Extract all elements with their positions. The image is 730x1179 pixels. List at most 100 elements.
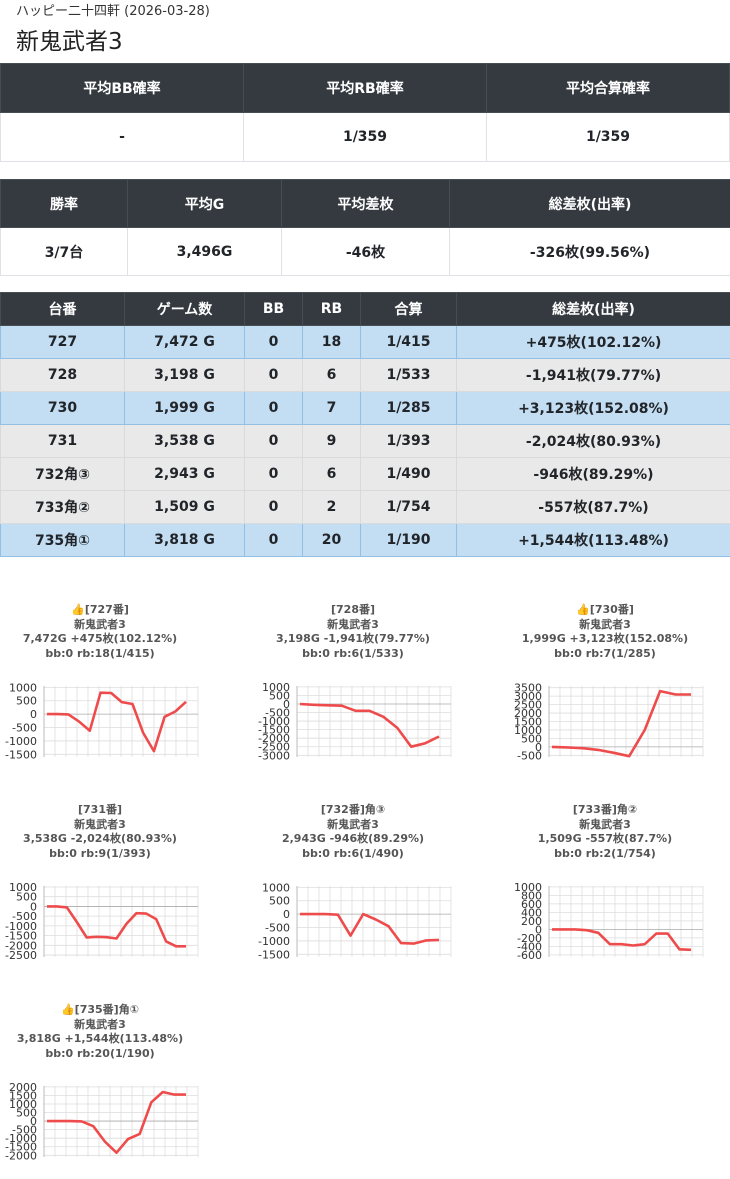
total-prob-cell: 1/754 bbox=[360, 490, 457, 524]
graph-title-line: 2,943G -946枚(89.29%) bbox=[281, 832, 425, 845]
graph-title-line: [731番] bbox=[77, 803, 123, 816]
col-bb[interactable]: BB bbox=[244, 292, 303, 326]
diff-series-line bbox=[47, 905, 186, 948]
graph-title-line: [732番]角③ bbox=[320, 803, 386, 816]
y-tick-label: 2500 bbox=[514, 699, 542, 712]
bb-count-cell: 0 bbox=[244, 325, 303, 359]
graph-title-line: [728番] bbox=[330, 603, 376, 616]
y-tick-label: -1500 bbox=[5, 748, 37, 761]
y-tick-label: 1500 bbox=[514, 716, 542, 729]
avg-total-value: 1/359 bbox=[486, 112, 730, 162]
games-cell: 1,999 G bbox=[124, 391, 245, 425]
y-tick-label: -1500 bbox=[5, 930, 37, 943]
y-tick-label: 1500 bbox=[9, 1089, 37, 1102]
col-total[interactable]: 合算 bbox=[360, 292, 457, 326]
graph-title-line: 新鬼武者3 bbox=[327, 817, 379, 831]
store-name: ハッピー二十四軒 (2026-03-28) bbox=[16, 4, 210, 19]
machine-no-cell[interactable]: 731 bbox=[0, 424, 125, 458]
machine-no-cell[interactable]: 732角③ bbox=[0, 457, 125, 491]
win-rate-value: 3/7台 bbox=[0, 227, 128, 276]
y-tick-label: -500 bbox=[265, 707, 290, 720]
avg-diff-value: -46枚 bbox=[281, 227, 450, 276]
diff-series-line bbox=[47, 1090, 186, 1154]
machine-no-cell[interactable]: 728 bbox=[0, 358, 125, 392]
graph-title-line: [733番]角② bbox=[572, 803, 638, 816]
y-tick-label: 0 bbox=[30, 900, 37, 913]
y-tick-label: -2000 bbox=[5, 1149, 37, 1162]
graph-title-line: 新鬼武者3 bbox=[74, 617, 126, 631]
diff-series-line bbox=[552, 928, 692, 952]
y-tick-label: 200 bbox=[521, 915, 542, 928]
y-tick-label: -2000 bbox=[258, 732, 290, 745]
avg-rb-value: 1/359 bbox=[243, 112, 487, 162]
rb-count-cell: 6 bbox=[302, 457, 361, 491]
col-games[interactable]: ゲーム数 bbox=[124, 292, 245, 326]
graph-card[interactable]: [732番]角③ 新鬼武者3 2,943G -946枚(89.29%) bb:0 rb… bbox=[253, 779, 453, 979]
avg-bb-value: - bbox=[0, 112, 244, 162]
machine-no-cell[interactable]: 733角② bbox=[0, 490, 125, 524]
header-avg-games: 平均G bbox=[127, 179, 282, 228]
y-tick-label: -1000 bbox=[5, 735, 37, 748]
col-machine-no[interactable]: 台番 bbox=[0, 292, 125, 326]
y-tick-label: 0 bbox=[535, 741, 542, 754]
probability-summary-table: 平均BB確率 平均RB確率 平均合算確率 - 1/359 1/359 bbox=[0, 63, 730, 162]
total-diff-cell: -2,024枚(80.93%) bbox=[456, 424, 730, 458]
graph-card[interactable]: 👍[730番] 新鬼武者3 1,999G +3,123枚(152.08%) bb:0 … bbox=[505, 579, 705, 779]
rb-count-cell: 2 bbox=[302, 490, 361, 524]
diff-series-line bbox=[47, 691, 187, 753]
graph-title-line: bb:0 rb:18(1/415) bbox=[45, 646, 155, 660]
y-tick-label: -2000 bbox=[5, 939, 37, 952]
y-tick-label: 3500 bbox=[514, 682, 542, 695]
games-cell: 1,509 G bbox=[124, 490, 245, 524]
machine-no-cell[interactable]: 730 bbox=[0, 391, 125, 425]
y-tick-label: 0 bbox=[535, 923, 542, 936]
y-tick-label: -500 bbox=[517, 749, 542, 762]
games-cell: 3,818 G bbox=[124, 523, 245, 557]
y-tick-label: -500 bbox=[12, 910, 37, 923]
graph-card[interactable]: [731番] 新鬼武者3 3,538G -2,024枚(80.93%) bb:0 rb… bbox=[0, 779, 200, 979]
graph-title-line: 新鬼武者3 bbox=[579, 817, 631, 831]
y-tick-label: 0 bbox=[283, 908, 290, 921]
y-tick-label: 500 bbox=[16, 891, 37, 904]
y-tick-label: -2500 bbox=[258, 741, 290, 754]
graph-title-line: 3,818G +1,544枚(113.48%) bbox=[16, 1032, 184, 1045]
y-tick-label: 1000 bbox=[514, 724, 542, 737]
bb-count-cell: 0 bbox=[244, 457, 303, 491]
graph-card[interactable]: [733番]角② 新鬼武者3 1,509G -557枚(87.7%) bb:0 rb:… bbox=[505, 779, 705, 979]
y-tick-label: -1000 bbox=[5, 1132, 37, 1145]
rb-count-cell: 9 bbox=[302, 424, 361, 458]
graph-title-line: 7,472G +475枚(102.12%) bbox=[22, 632, 178, 645]
bb-count-cell: 0 bbox=[244, 523, 303, 557]
graph-card[interactable]: [728番] 新鬼武者3 3,198G -1,941枚(79.77%) bb:0 rb… bbox=[253, 579, 453, 779]
col-rb[interactable]: RB bbox=[302, 292, 361, 326]
total-diff-cell: -557枚(87.7%) bbox=[456, 490, 730, 524]
graph-title-line: bb:0 rb:6(1/490) bbox=[302, 846, 404, 860]
total-diff-cell: +3,123枚(152.08%) bbox=[456, 391, 730, 425]
graph-title-line: bb:0 rb:7(1/285) bbox=[554, 646, 656, 660]
y-tick-label: 2000 bbox=[514, 707, 542, 720]
y-tick-label: -500 bbox=[12, 1124, 37, 1137]
diff-series-line bbox=[551, 689, 691, 758]
graph-card[interactable]: 👍[727番] 新鬼武者3 7,472G +475枚(102.12%) bb:0 rb… bbox=[0, 579, 200, 779]
y-tick-label: 1000 bbox=[9, 681, 37, 694]
y-tick-label: -500 bbox=[265, 922, 290, 935]
graph-title-line: 1,999G +3,123枚(152.08%) bbox=[521, 632, 689, 645]
graph-card[interactable]: 👍[735番]角① 新鬼武者3 3,818G +1,544枚(113.48%) bb:… bbox=[0, 979, 200, 1179]
machine-no-cell[interactable]: 727 bbox=[0, 325, 125, 359]
col-diff[interactable]: 総差枚(出率) bbox=[456, 292, 730, 326]
graph-title: [733番]角② 新鬼武者3 1,509G -557枚(87.7%) bb:0 rb:… bbox=[505, 803, 705, 861]
graph-title: 👍[730番] 新鬼武者3 1,999G +3,123枚(152.08%) bb:0 … bbox=[505, 603, 705, 661]
y-tick-label: -1500 bbox=[258, 948, 290, 961]
total-diff-cell: -1,941枚(79.77%) bbox=[456, 358, 730, 392]
total-diff-cell: +475枚(102.12%) bbox=[456, 325, 730, 359]
y-tick-label: 1000 bbox=[262, 681, 290, 694]
y-tick-label: -1000 bbox=[258, 715, 290, 728]
table-row: 733角② 1,509 G 0 2 1/754 -557枚(87.7%) bbox=[0, 490, 730, 524]
table-row: 735角① 3,818 G 0 20 1/190 +1,544枚(113.48%) bbox=[0, 523, 730, 557]
y-tick-label: -1000 bbox=[5, 920, 37, 933]
table-row: 728 3,198 G 0 6 1/533 -1,941枚(79.77%) bbox=[0, 358, 730, 392]
machine-no-cell[interactable]: 735角① bbox=[0, 523, 125, 557]
